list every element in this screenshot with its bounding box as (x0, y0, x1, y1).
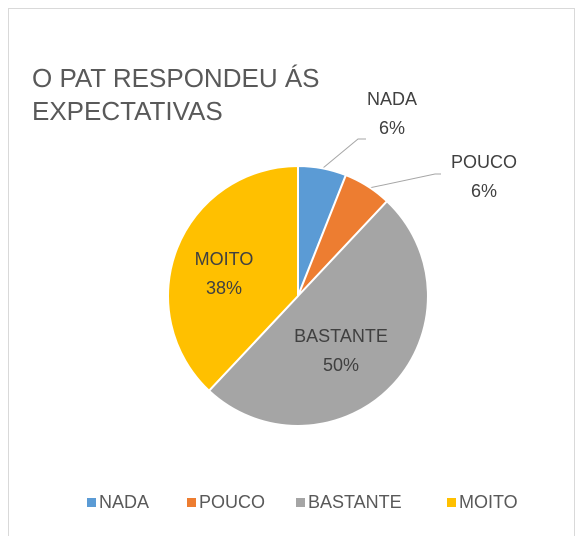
legend-swatch (87, 498, 96, 507)
pie-slice (167, 164, 299, 393)
data-label-category: NADA (367, 89, 417, 109)
data-label: 50% (323, 355, 359, 375)
legend-swatch (187, 498, 196, 507)
data-label-category: MOITO (195, 249, 254, 269)
leader-line (368, 173, 441, 189)
legend-label: NADA (99, 492, 149, 512)
data-label-category: BASTANTE (294, 326, 388, 346)
chart-border (8, 8, 575, 536)
legend-label: POUCO (199, 492, 265, 512)
legend-swatch (447, 498, 456, 507)
legend-label: BASTANTE (308, 492, 402, 512)
legend-label: MOITO (459, 492, 518, 512)
data-label: 6% (471, 181, 497, 201)
data-label-category: POUCO (451, 152, 517, 172)
leader-line (322, 138, 366, 169)
legend-swatch (296, 498, 305, 507)
chart-title: O PAT RESPONDEU ÁS EXPECTATIVAS (32, 63, 320, 126)
data-label: 38% (206, 278, 242, 298)
pie-slice (207, 199, 429, 427)
data-label: 6% (379, 118, 405, 138)
